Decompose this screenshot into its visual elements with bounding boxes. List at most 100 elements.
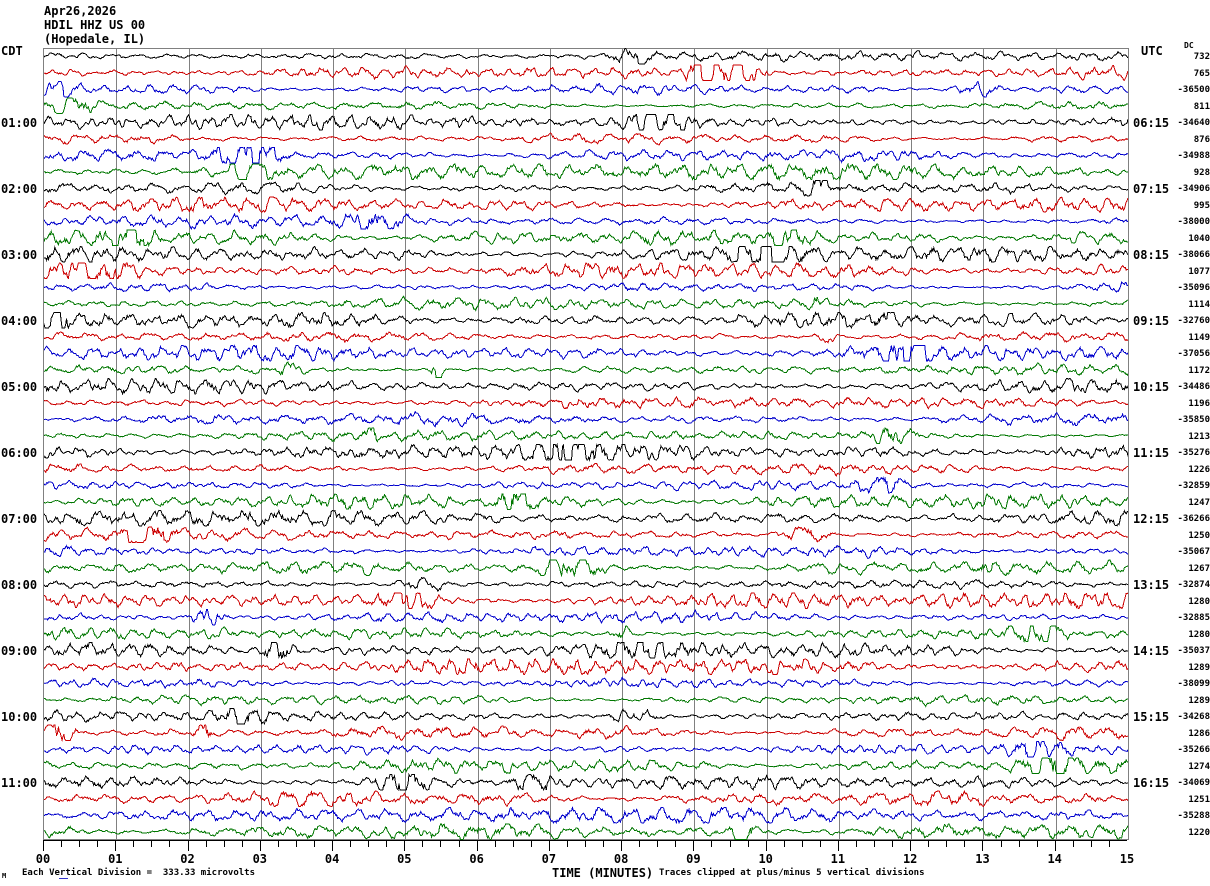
dc-value: -32859 [1177, 481, 1210, 492]
dc-value: 1077 [1188, 266, 1210, 277]
left-time-label: 05:00 [1, 380, 38, 395]
grid-layer [44, 48, 1128, 840]
seismic-trace [44, 196, 1128, 214]
corner-glyph: M [2, 872, 7, 880]
dc-value: -34486 [1177, 382, 1210, 393]
dc-value: -32760 [1177, 316, 1210, 327]
right-timezone-label: UTC [1141, 44, 1163, 58]
seismic-trace [44, 311, 1128, 330]
seismic-trace [44, 544, 1128, 559]
seismic-trace [44, 361, 1128, 378]
seismic-trace [44, 132, 1128, 146]
x-tick-label: 06 [469, 852, 484, 866]
left-time-label: 03:00 [1, 248, 38, 263]
dc-value: -36500 [1177, 85, 1210, 96]
seismic-trace [44, 410, 1128, 428]
seismic-trace [44, 262, 1128, 281]
xaxis-title: TIME (MINUTES) [552, 866, 654, 880]
right-time-label: 14:15 [1133, 644, 1170, 659]
dc-value: 995 [1193, 200, 1210, 211]
dc-value: 1280 [1188, 629, 1210, 640]
dc-value: -37056 [1177, 349, 1210, 360]
dc-value: 928 [1193, 167, 1210, 178]
seismic-trace [44, 591, 1128, 610]
dc-value: 1040 [1188, 233, 1210, 244]
dc-value: -38000 [1177, 217, 1210, 228]
left-timezone-label: CDT [1, 44, 23, 58]
seismic-trace [44, 509, 1128, 527]
seismic-trace [44, 493, 1128, 511]
right-time-label: 07:15 [1133, 182, 1170, 197]
dc-value: 1274 [1188, 761, 1210, 772]
left-time-label: 11:00 [1, 776, 38, 791]
header-date: Apr26,2026 [44, 4, 117, 18]
dc-value: 1286 [1188, 728, 1210, 739]
dc-value: 1172 [1188, 365, 1210, 376]
dc-value: 1280 [1188, 596, 1210, 607]
seismic-trace [44, 330, 1128, 344]
dc-value: 1220 [1188, 827, 1210, 838]
bottom-axis-ticks [43, 840, 1127, 851]
dc-value: -32874 [1177, 580, 1210, 591]
right-time-label: 11:15 [1133, 446, 1170, 461]
right-time-label: 13:15 [1133, 578, 1170, 593]
dc-value: 1289 [1188, 695, 1210, 706]
x-tick-label: 15 [1119, 852, 1135, 866]
dc-value: 1250 [1188, 530, 1210, 541]
left-time-label: 02:00 [1, 182, 38, 197]
trace-layer [44, 48, 1128, 840]
right-time-label: 12:15 [1133, 512, 1170, 527]
seismic-trace [44, 180, 1128, 197]
dc-value: 1213 [1188, 431, 1210, 442]
seismic-trace [44, 281, 1128, 293]
seismic-trace [44, 526, 1128, 544]
seismic-trace [44, 442, 1128, 462]
x-tick-label: 01 [108, 852, 123, 866]
x-tick-label: 12 [902, 852, 918, 866]
seismic-trace [44, 344, 1128, 363]
left-time-label: 06:00 [1, 446, 38, 461]
scale-note: Each Vertical Division = 333.33 microvol… [22, 868, 255, 878]
seismic-trace [44, 229, 1128, 247]
dc-value: 1267 [1188, 563, 1210, 574]
header-location: (Hopedale, IL) [44, 32, 146, 46]
seismic-trace [44, 641, 1128, 659]
header-block: Apr26,2026 HDIL HHZ US 00 (Hopedale, IL) [44, 4, 145, 46]
dc-value: -34069 [1177, 778, 1210, 789]
dc-value: -32885 [1177, 613, 1210, 624]
dc-value: -35096 [1177, 283, 1210, 294]
seismic-trace [44, 245, 1128, 263]
left-time-label: 08:00 [1, 578, 38, 593]
dc-value: 1226 [1188, 464, 1210, 475]
dc-value: -34640 [1177, 118, 1210, 129]
seismic-trace [44, 724, 1128, 743]
header-station: HDIL HHZ US 00 [44, 18, 146, 32]
dc-value: 1196 [1188, 398, 1210, 409]
clip-note: Traces clipped at plus/minus 5 vertical … [659, 868, 925, 878]
left-time-label: 10:00 [1, 710, 38, 725]
seismic-trace [44, 559, 1128, 578]
x-tick-label: 07 [541, 852, 557, 866]
dc-value: 1251 [1188, 794, 1210, 805]
left-time-label: 09:00 [1, 644, 38, 659]
seismic-trace [44, 608, 1128, 626]
x-tick-label: 09 [686, 852, 701, 866]
seismogram-plot [43, 48, 1129, 840]
dc-value: -34906 [1177, 184, 1210, 195]
x-tick-label: 08 [613, 852, 629, 866]
left-time-label: 01:00 [1, 116, 38, 131]
seismic-trace [44, 576, 1128, 593]
seismic-trace [44, 741, 1128, 758]
right-time-label: 08:15 [1133, 248, 1170, 263]
left-time-label: 04:00 [1, 314, 38, 329]
dc-value: 1247 [1188, 497, 1210, 508]
x-tick-label: 11 [830, 852, 846, 866]
seismic-trace [44, 625, 1128, 644]
x-tick-label: 10 [758, 852, 773, 866]
seismic-trace [44, 427, 1128, 444]
seismic-trace [44, 64, 1128, 82]
seismic-trace [44, 462, 1128, 478]
dc-value: -35067 [1177, 547, 1210, 558]
seismic-trace [44, 48, 1128, 65]
